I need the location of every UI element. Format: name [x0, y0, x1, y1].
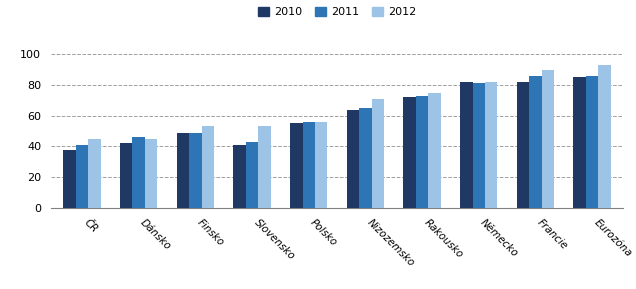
- Bar: [315, 122, 328, 208]
- Bar: [416, 96, 428, 208]
- Bar: [485, 82, 497, 208]
- Bar: [88, 139, 100, 208]
- Bar: [542, 70, 554, 208]
- Bar: [189, 133, 202, 208]
- Bar: [258, 127, 271, 208]
- Bar: [290, 123, 303, 208]
- Bar: [177, 133, 189, 208]
- Bar: [303, 122, 315, 208]
- Bar: [516, 82, 529, 208]
- Bar: [371, 99, 384, 208]
- Bar: [574, 77, 586, 208]
- Bar: [145, 139, 158, 208]
- Bar: [132, 137, 145, 208]
- Bar: [586, 76, 598, 208]
- Bar: [359, 108, 371, 208]
- Bar: [64, 150, 76, 208]
- Bar: [233, 145, 246, 208]
- Bar: [120, 143, 132, 208]
- Bar: [473, 84, 485, 208]
- Bar: [347, 110, 359, 208]
- Bar: [460, 82, 473, 208]
- Bar: [529, 76, 542, 208]
- Bar: [246, 142, 258, 208]
- Legend: 2010, 2011, 2012: 2010, 2011, 2012: [254, 3, 420, 22]
- Bar: [428, 92, 441, 208]
- Bar: [598, 65, 611, 208]
- Bar: [76, 145, 88, 208]
- Bar: [202, 127, 214, 208]
- Bar: [403, 97, 416, 208]
